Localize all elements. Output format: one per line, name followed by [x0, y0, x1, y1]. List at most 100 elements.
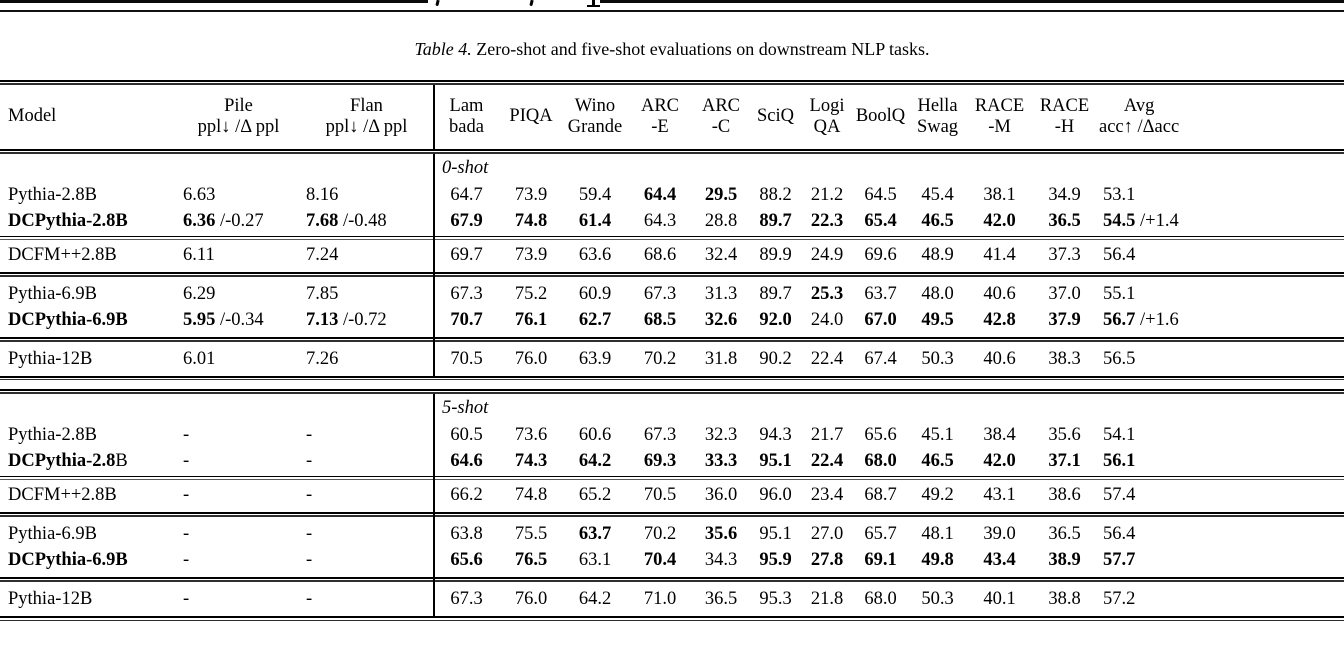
value-cell-piqa: 76.0	[514, 589, 548, 609]
value-cell-arc-c: 32.6	[704, 310, 738, 330]
section-label: 0-shot	[442, 158, 489, 178]
value-cell-arc-e: 70.2	[643, 524, 677, 544]
value-cell-race-m: 40.6	[983, 284, 1016, 304]
col-header-lines: PIQA	[509, 106, 552, 128]
value-cell-arc-e: 70.2	[643, 349, 677, 369]
value-cell-lambada: 64.7	[450, 185, 483, 205]
value-cell-arc-e: 67.3	[643, 425, 677, 445]
value-cell-avg: 56.5	[1103, 349, 1136, 369]
value-cell-boolq: 67.4	[864, 349, 897, 369]
value-cell-race-m: 42.0	[983, 451, 1016, 471]
value-cell-boolq: 65.6	[864, 425, 897, 445]
table-rule	[0, 333, 1344, 346]
col-header-line: Pile	[224, 95, 253, 116]
value-cell-race-h: 37.0	[1048, 284, 1081, 304]
value-cell-avg: 56.7 /+1.6	[1103, 310, 1179, 330]
model-name-cell: DCPythia-6.9B	[0, 547, 177, 573]
value-cell-logiqa: 22.3	[810, 211, 844, 231]
value-cell-arc-e: 70.5	[643, 485, 677, 505]
table-rule	[0, 149, 1344, 154]
table-row: DCPythia-6.9B - - 65.6 76.5 63.1 70.4 34.3 95.9 2…	[0, 547, 1344, 573]
value-cell-logiqa: 24.9	[810, 245, 844, 265]
value-cell-race-h: 36.5	[1048, 524, 1081, 544]
value-cell-pile: -	[183, 425, 190, 445]
value-cell-piqa: 73.9	[514, 245, 548, 265]
value-cell-winogrande: 63.7	[578, 524, 612, 544]
clipped-rule-right	[600, 0, 1344, 3]
table-rule	[0, 80, 1344, 85]
value-cell-boolq: 69.6	[864, 245, 897, 265]
model-name-cell: Pythia-12B	[0, 346, 177, 372]
column-divider-header	[433, 85, 435, 149]
value-cell-lambada: 65.6	[450, 550, 483, 570]
model-name: DCPythia-2.8B	[8, 211, 128, 231]
value-cell-avg: 57.2	[1103, 589, 1136, 609]
value-cell-arc-c: 28.8	[704, 211, 738, 231]
clipped-text-fragment	[529, 0, 534, 7]
table-row: Pythia-6.9B 6.29 7.85 67.3 75.2 60.9 67.3 31.3 8…	[0, 281, 1344, 307]
model-name: Pythia-2.8B	[8, 425, 97, 445]
col-header-line: Flan	[350, 95, 383, 116]
model-name: Pythia-12B	[8, 349, 93, 369]
table-row: DCFM++2.8B - - 66.2 74.8 65.2 70.5 36.0 96.0 23.4…	[0, 482, 1344, 508]
value-cell-piqa: 74.3	[514, 451, 548, 471]
model-name: Pythia-2.8B	[8, 185, 97, 205]
clipped-text-fragment	[592, 0, 596, 6]
value-cell-flan: 8.16	[306, 185, 339, 205]
value-cell-avg: 57.7	[1103, 550, 1136, 570]
value-cell-piqa: 76.0	[514, 349, 548, 369]
value-cell-sciq: 95.9	[759, 550, 792, 570]
model-name-cell: Pythia-6.9B	[0, 521, 177, 547]
model-name-cell: Pythia-6.9B	[0, 281, 177, 307]
col-header-line: SciQ	[757, 106, 794, 127]
value-cell-race-h: 35.6	[1048, 425, 1081, 445]
value-cell-arc-e: 68.6	[643, 245, 677, 265]
value-cell-arc-c: 29.5	[704, 185, 738, 205]
col-header-line: Grande	[567, 117, 623, 137]
col-header-line: Hella	[917, 95, 958, 116]
col-header-lines: SciQ	[757, 106, 794, 128]
model-name-cell: DCPythia-2.8B	[0, 208, 177, 234]
col-header-lines: ARC -E	[641, 96, 679, 139]
table-rule	[0, 372, 1344, 381]
value-cell-piqa: 75.5	[514, 524, 548, 544]
value-cell-pile: 6.63	[183, 185, 216, 205]
value-cell-pile: -	[183, 451, 190, 471]
value-cell-flan: -	[306, 425, 313, 445]
value-cell-sciq: 90.2	[759, 349, 792, 369]
value-cell-hellaswag: 50.3	[921, 349, 954, 369]
col-header-line: RACE	[974, 95, 1025, 116]
col-header-piqa: PIQA	[500, 85, 562, 149]
value-cell-winogrande: 62.7	[578, 310, 612, 330]
table-caption: Table 4. Zero-shot and five-shot evaluat…	[0, 36, 1344, 62]
value-cell-race-h: 38.6	[1048, 485, 1081, 505]
model-name: DCFM++2.8B	[8, 485, 117, 505]
table-rule	[0, 508, 1344, 521]
value-cell-race-m: 43.4	[983, 550, 1016, 570]
value-cell-race-h: 37.1	[1048, 451, 1081, 471]
col-header-race-h: RACE -H	[1032, 85, 1097, 149]
value-cell-lambada: 67.3	[450, 284, 483, 304]
value-cell-arc-c: 31.3	[704, 284, 738, 304]
col-header-line: RACE	[1039, 95, 1090, 116]
value-cell-race-m: 42.8	[983, 310, 1016, 330]
value-cell-piqa: 74.8	[514, 211, 548, 231]
model-name: DCPythia-2.8	[8, 451, 116, 471]
model-name: DCFM++2.8B	[8, 245, 117, 265]
col-header-lines: RACE -H	[1040, 96, 1089, 139]
value-cell-hellaswag: 45.1	[921, 425, 954, 445]
col-header-line: bada	[449, 117, 484, 137]
value-cell-piqa: 76.1	[514, 310, 548, 330]
column-divider-five-shot	[433, 394, 435, 617]
value-cell-piqa: 73.9	[514, 185, 548, 205]
model-name: DCPythia-6.9B	[8, 310, 128, 330]
value-cell-flan: -	[306, 550, 313, 570]
value-cell-race-m: 38.1	[983, 185, 1016, 205]
value-cell-piqa: 74.8	[514, 485, 548, 505]
value-cell-boolq: 65.7	[864, 524, 897, 544]
value-cell-logiqa: 27.8	[810, 550, 844, 570]
col-header-lines: Wino Grande	[568, 96, 622, 139]
value-cell-lambada: 66.2	[450, 485, 483, 505]
value-cell-hellaswag: 46.5	[921, 451, 954, 471]
col-header-line: QA	[813, 117, 841, 137]
